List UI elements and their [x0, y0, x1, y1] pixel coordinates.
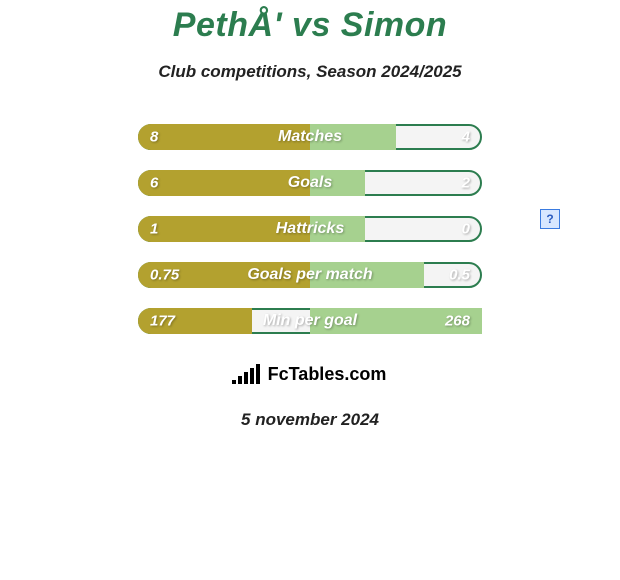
stat-label: Goals	[138, 174, 482, 192]
left-decor-ellipse	[20, 177, 120, 202]
fctables-logo: FcTables.com	[200, 352, 418, 396]
stat-label: Matches	[138, 128, 482, 146]
stat-label: Goals per match	[138, 266, 482, 284]
comparison-infographic: PethÅ' vs Simon Club competitions, Season…	[0, 0, 620, 580]
placeholder-avatar-icon: ?	[540, 209, 560, 229]
chart-subtitle: Club competitions, Season 2024/2025	[0, 62, 620, 82]
logo-text: FcTables.com	[268, 364, 387, 385]
chart-date: 5 november 2024	[0, 410, 620, 430]
right-decor-ellipse	[488, 123, 592, 148]
stat-row: 177268Min per goal	[138, 308, 482, 334]
stat-row: 62Goals	[138, 170, 482, 196]
stat-row: 10Hattricks	[138, 216, 482, 242]
fctables-logo-inner: FcTables.com	[232, 364, 387, 385]
stat-row: 84Matches	[138, 124, 482, 150]
stat-label: Hattricks	[138, 220, 482, 238]
logo-bars-icon	[232, 364, 262, 384]
chart-title: PethÅ' vs Simon	[0, 6, 620, 45]
stat-label: Min per goal	[138, 312, 482, 330]
left-decor-ellipse	[8, 123, 112, 148]
stat-row: 0.750.5Goals per match	[138, 262, 482, 288]
